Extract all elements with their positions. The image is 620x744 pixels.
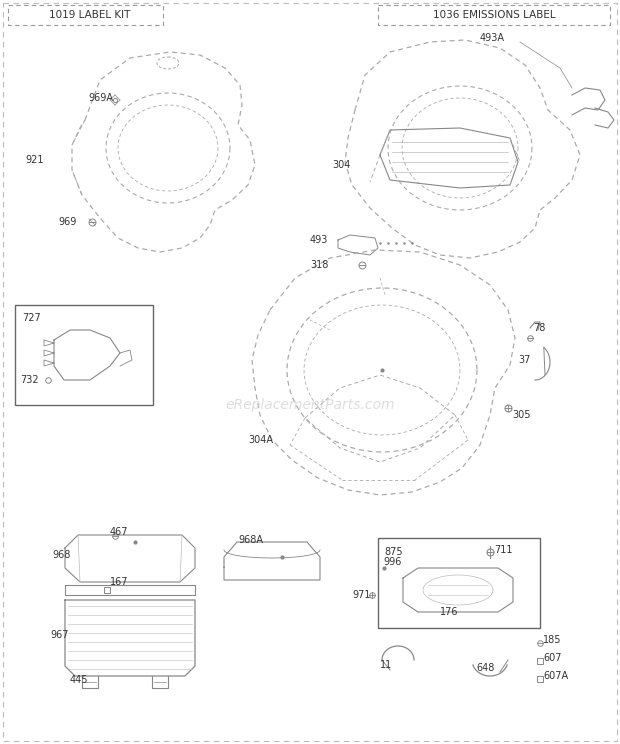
- Text: 607A: 607A: [543, 671, 568, 681]
- Text: 732: 732: [20, 375, 38, 385]
- Bar: [378, 538, 540, 628]
- Text: 968A: 968A: [238, 535, 263, 545]
- Text: 493A: 493A: [480, 33, 505, 43]
- Text: 968: 968: [52, 550, 71, 560]
- Text: 921: 921: [25, 155, 43, 165]
- Text: 176: 176: [440, 607, 459, 617]
- Text: 167: 167: [110, 577, 128, 587]
- Text: 711: 711: [494, 545, 513, 555]
- Text: 304: 304: [332, 160, 350, 170]
- Text: 467: 467: [110, 527, 128, 537]
- Text: 1036 EMISSIONS LABEL: 1036 EMISSIONS LABEL: [433, 10, 556, 20]
- Text: 493: 493: [310, 235, 329, 245]
- Text: 727: 727: [22, 313, 41, 323]
- Text: 78: 78: [533, 323, 546, 333]
- Text: 969A: 969A: [88, 93, 113, 103]
- Text: 875: 875: [384, 547, 402, 557]
- Text: 305: 305: [512, 410, 531, 420]
- Text: 37: 37: [518, 355, 530, 365]
- Text: 318: 318: [310, 260, 329, 270]
- Text: 969: 969: [58, 217, 76, 227]
- Text: 996: 996: [383, 557, 401, 567]
- Text: 445: 445: [70, 675, 89, 685]
- Text: eReplacementParts.com: eReplacementParts.com: [225, 398, 395, 412]
- Text: 11: 11: [380, 660, 392, 670]
- Text: 971: 971: [352, 590, 371, 600]
- Text: 1019 LABEL KIT: 1019 LABEL KIT: [50, 10, 131, 20]
- Bar: [8, 5, 163, 25]
- Text: 607: 607: [543, 653, 562, 663]
- Text: 304A: 304A: [248, 435, 273, 445]
- Text: 648: 648: [476, 663, 494, 673]
- Text: 185: 185: [543, 635, 562, 645]
- Text: 967: 967: [50, 630, 68, 640]
- Bar: [378, 5, 610, 25]
- Bar: [15, 305, 153, 405]
